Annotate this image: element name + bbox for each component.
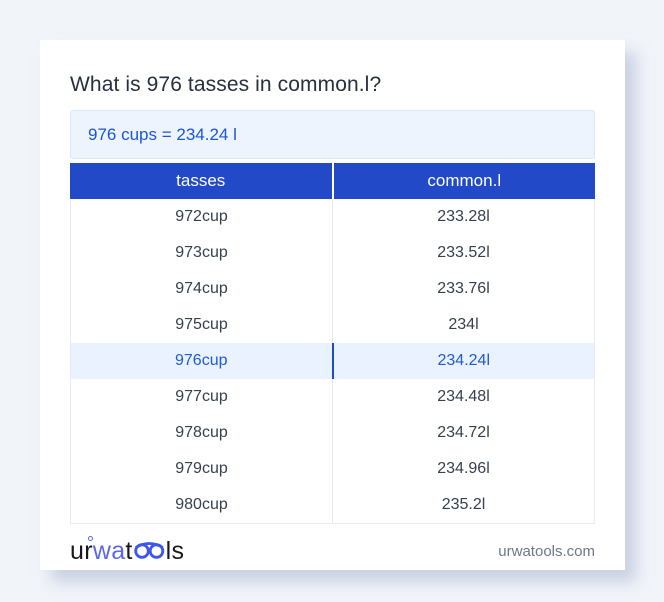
conversion-result-text: 976 cups = 234.24 l (88, 125, 237, 144)
cell-tasses: 974cup (175, 280, 228, 297)
cell-tasses: 973cup (175, 244, 228, 261)
table-row: 975cup 234l (71, 307, 594, 343)
column-header-common-l: common.l (331, 163, 596, 199)
table-row-highlighted: 976cup 234.24l (71, 343, 594, 379)
cell-common-l: 234.96l (332, 451, 594, 487)
table-row: 978cup 234.72l (71, 415, 594, 451)
logo-oo-glasses-icon (133, 541, 164, 559)
cell-common-l: 233.28l (332, 199, 594, 235)
logo-text-ur: ur (70, 536, 93, 565)
logo-text-t: t (125, 536, 133, 565)
cell-tasses: 976cup (175, 352, 228, 369)
cell-tasses: 979cup (175, 460, 228, 477)
table-row: 977cup 234.48l (71, 379, 594, 415)
cell-tasses: 972cup (175, 208, 228, 225)
urwatools-logo[interactable]: ur wa t ls (70, 535, 185, 566)
cell-common-l: 234.24l (331, 343, 595, 379)
table-row: 973cup 233.52l (71, 235, 594, 271)
column-header-tasses: tasses (176, 171, 226, 190)
conversion-table: tasses common.l 972cup 233.28l 973cup 23… (70, 163, 595, 524)
logo-text-ls: ls (165, 536, 185, 565)
cell-common-l: 234.72l (332, 415, 594, 451)
table-body: 972cup 233.28l 973cup 233.52l 974cup 233… (70, 199, 595, 524)
cell-common-l: 234l (332, 307, 594, 343)
cell-tasses: 975cup (175, 316, 228, 333)
cell-common-l: 233.52l (332, 235, 594, 271)
cell-tasses: 978cup (175, 424, 228, 441)
cell-common-l: 234.48l (332, 379, 594, 415)
logo-text-wa: wa (92, 536, 126, 565)
logo-degree-icon (87, 535, 93, 541)
table-row: 980cup 235.2l (71, 487, 594, 523)
table-row: 972cup 233.28l (71, 199, 594, 235)
table-row: 979cup 234.96l (71, 451, 594, 487)
cell-common-l: 235.2l (332, 487, 594, 523)
conversion-card: What is 976 tasses in common.l? 976 cups… (40, 40, 625, 570)
cell-common-l: 233.76l (332, 271, 594, 307)
conversion-result-box: 976 cups = 234.24 l (70, 110, 595, 159)
site-domain-text: urwatools.com (498, 542, 595, 560)
table-header-row: tasses common.l (70, 163, 595, 199)
card-footer: ur wa t ls urwatools.com (70, 531, 595, 571)
cell-tasses: 980cup (175, 496, 228, 513)
table-row: 974cup 233.76l (71, 271, 594, 307)
page-title: What is 976 tasses in common.l? (70, 73, 382, 96)
cell-tasses: 977cup (175, 388, 228, 405)
